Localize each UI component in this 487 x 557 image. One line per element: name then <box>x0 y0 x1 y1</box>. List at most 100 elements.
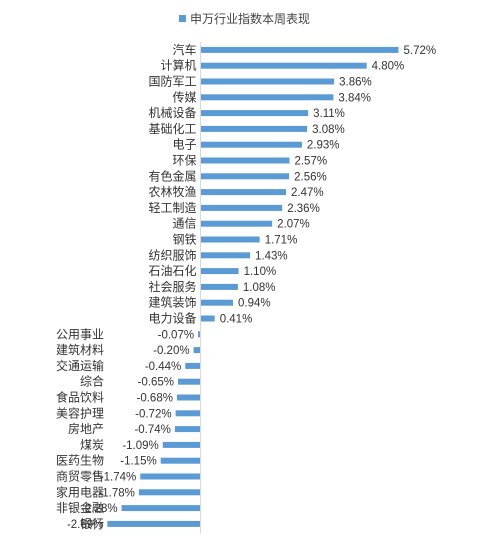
value-label: -2.69% <box>67 519 103 531</box>
category-label: 汽车 <box>172 42 196 57</box>
value-label: -0.74% <box>134 424 170 436</box>
bar-建筑装饰 <box>200 299 234 306</box>
value-label: -1.74% <box>100 472 136 484</box>
bars-group <box>107 46 399 527</box>
bar-有色金属 <box>200 173 290 180</box>
bar-纺织服饰 <box>200 252 250 259</box>
value-label: 3.11% <box>313 108 345 120</box>
bar-综合 <box>178 378 201 385</box>
category-label: 传媒 <box>172 89 196 104</box>
category-label: 纺织服饰 <box>148 248 196 262</box>
category-label: 商贸零售 <box>56 469 104 484</box>
bar-非银金融 <box>121 505 201 512</box>
category-label: 钢铁 <box>172 233 196 247</box>
value-label: 2.57% <box>294 156 327 168</box>
category-label: 食品饮料 <box>56 390 104 405</box>
category-label: 建筑装饰 <box>148 295 196 310</box>
bar-钢铁 <box>200 236 260 243</box>
category-label: 机械设备 <box>148 105 196 120</box>
category-label: 银行 <box>80 517 104 531</box>
bar-银行 <box>107 520 201 527</box>
value-label: -0.65% <box>138 377 174 389</box>
category-label: 计算机 <box>160 58 196 73</box>
bar-商贸零售 <box>140 473 201 480</box>
category-label: 非银金融 <box>56 500 104 515</box>
bar-社会服务 <box>200 283 238 290</box>
category-label: 公用事业 <box>56 327 104 341</box>
category-label: 通信 <box>172 217 196 231</box>
value-label: 1.43% <box>255 250 288 262</box>
category-label: 综合 <box>80 374 104 389</box>
bar-食品饮料 <box>176 394 201 401</box>
bar-传媒 <box>200 94 334 101</box>
value-label: -1.78% <box>98 487 134 499</box>
value-label: 2.93% <box>307 140 340 152</box>
bar-电子 <box>200 141 302 148</box>
bar-通信 <box>200 220 273 227</box>
value-label: -0.68% <box>137 393 173 405</box>
category-label: 基础化工 <box>148 122 196 136</box>
value-label: -0.72% <box>135 408 171 420</box>
category-label: 房地产 <box>68 421 104 436</box>
value-label: 0.41% <box>220 314 253 326</box>
category-label: 电力设备 <box>148 312 196 326</box>
value-label: 4.80% <box>372 61 405 73</box>
bar-轻工制造 <box>200 204 283 211</box>
bar-交通运输 <box>185 362 201 369</box>
category-label: 农林牧渔 <box>148 185 196 199</box>
bar-计算机 <box>200 62 367 69</box>
category-label: 煤炭 <box>80 438 104 452</box>
category-label: 家用电器 <box>56 484 104 499</box>
value-label: -0.20% <box>153 345 189 357</box>
value-label: 1.71% <box>265 235 298 247</box>
value-label: 2.36% <box>287 203 320 215</box>
category-label: 环保 <box>172 154 196 168</box>
bar-房地产 <box>174 426 201 433</box>
bar-农林牧渔 <box>200 189 286 196</box>
value-label: 3.08% <box>312 124 345 136</box>
category-label: 石油石化 <box>148 264 196 278</box>
value-label: 3.84% <box>338 92 371 104</box>
category-label: 医药生物 <box>56 454 104 468</box>
category-label: 国防军工 <box>148 74 196 89</box>
category-labels: 汽车计算机国防军工传媒机械设备基础化工电子环保有色金属农林牧渔轻工制造通信钢铁纺… <box>56 42 197 531</box>
category-label: 美容护理 <box>56 405 104 420</box>
value-label: 0.94% <box>238 298 271 310</box>
bar-美容护理 <box>175 410 201 417</box>
value-label: -2.28% <box>81 503 117 515</box>
value-label: 1.10% <box>244 266 277 278</box>
bar-基础化工 <box>200 125 308 132</box>
category-label: 电子 <box>172 138 196 152</box>
value-label: -0.07% <box>158 329 194 341</box>
value-label: 2.56% <box>294 171 327 183</box>
bar-机械设备 <box>200 110 309 117</box>
legend: 申万行业指数本周表现 <box>179 11 310 26</box>
bar-石油石化 <box>200 268 239 275</box>
category-label: 轻工制造 <box>148 201 196 215</box>
value-label: 3.86% <box>339 77 372 89</box>
bar-电力设备 <box>200 315 215 322</box>
category-label: 社会服务 <box>148 279 196 294</box>
bar-环保 <box>200 157 290 164</box>
value-label: 1.08% <box>243 282 276 294</box>
value-label: -1.09% <box>122 440 158 452</box>
bar-国防军工 <box>200 78 335 85</box>
category-label: 有色金属 <box>148 168 196 183</box>
value-label: -1.15% <box>120 456 156 468</box>
value-label: 2.07% <box>277 219 310 231</box>
category-label: 建筑材料 <box>56 342 104 357</box>
bar-医药生物 <box>160 457 201 464</box>
legend-swatch <box>179 15 186 22</box>
bar-家用电器 <box>138 489 201 496</box>
category-label: 交通运输 <box>56 358 104 373</box>
bar-公用事业 <box>198 331 201 338</box>
value-labels: 5.72% 4.80%3.86% 3.84% 3.11% 3.08% 2.93% 2.57%… <box>67 45 436 531</box>
value-label: -0.44% <box>145 361 181 373</box>
value-label: 2.47% <box>291 187 324 199</box>
bar-建筑材料 <box>193 347 201 354</box>
legend-label: 申万行业指数本周表现 <box>190 11 310 26</box>
bar-汽车 <box>200 46 399 53</box>
bar-煤炭 <box>162 441 201 448</box>
value-label: 5.72% <box>404 45 437 57</box>
